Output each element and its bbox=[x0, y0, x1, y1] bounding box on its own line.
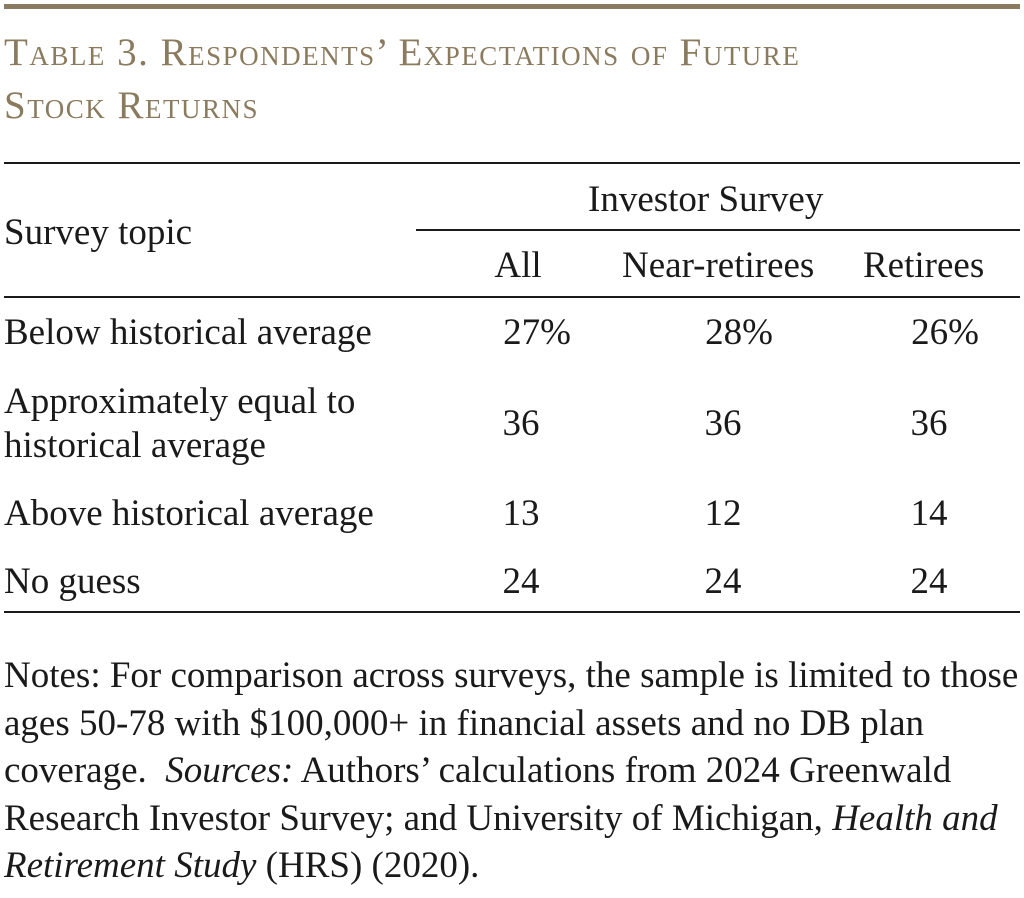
table-cell: 36 bbox=[910, 403, 948, 444]
table-cell: 24 bbox=[910, 561, 948, 602]
table-cell: 26% bbox=[911, 312, 979, 353]
table-top-rule bbox=[4, 162, 1020, 164]
column-header-near-retirees: Near-retirees bbox=[622, 245, 815, 286]
table-cell: 27% bbox=[503, 312, 571, 353]
notes-text: Notes: For comparison across surveys, th… bbox=[4, 655, 1019, 791]
table-title: Table 3. Respondents’ Expectations of Fu… bbox=[4, 26, 1014, 132]
row-header-survey-topic: Survey topic bbox=[4, 212, 193, 253]
group-header-rule bbox=[416, 229, 1020, 231]
table-cell: 28% bbox=[705, 312, 773, 353]
group-header-investor-survey: Investor Survey bbox=[588, 179, 824, 220]
table-cell: 24 bbox=[502, 561, 540, 602]
sources-label: Sources: bbox=[165, 750, 294, 791]
notes-end: (HRS) (2020). bbox=[265, 845, 480, 886]
header-bottom-rule bbox=[4, 296, 1020, 298]
table-cell: 24 bbox=[704, 561, 742, 602]
table-cell: 13 bbox=[502, 493, 540, 534]
column-header-all: All bbox=[494, 245, 542, 286]
table-title-line-2: Stock Returns bbox=[4, 84, 259, 127]
table-cell: 12 bbox=[704, 493, 742, 534]
table-cell: 36 bbox=[704, 403, 742, 444]
row-label-below-average: Below historical average bbox=[4, 312, 372, 353]
row-label-above-average: Above historical average bbox=[4, 493, 374, 534]
table-title-line-1: Table 3. Respondents’ Expectations of Fu… bbox=[4, 31, 801, 74]
row-label-no-guess: No guess bbox=[4, 561, 141, 602]
row-label-approximately-equal-line-2: historical average bbox=[4, 425, 266, 466]
row-label-approximately-equal-line-1: Approximately equal to bbox=[4, 381, 356, 422]
study-name: Health and Retirement Study bbox=[4, 797, 998, 887]
sources-text: Authors’ calculations from 2024 Greenwal… bbox=[4, 750, 952, 839]
column-header-retirees: Retirees bbox=[863, 245, 985, 286]
table-notes: Notes: For comparison across surveys, th… bbox=[4, 652, 1020, 890]
table-cell: 36 bbox=[502, 403, 540, 444]
table-bottom-rule bbox=[4, 611, 1020, 613]
title-top-rule bbox=[4, 4, 1020, 9]
table-cell: 14 bbox=[910, 493, 948, 534]
